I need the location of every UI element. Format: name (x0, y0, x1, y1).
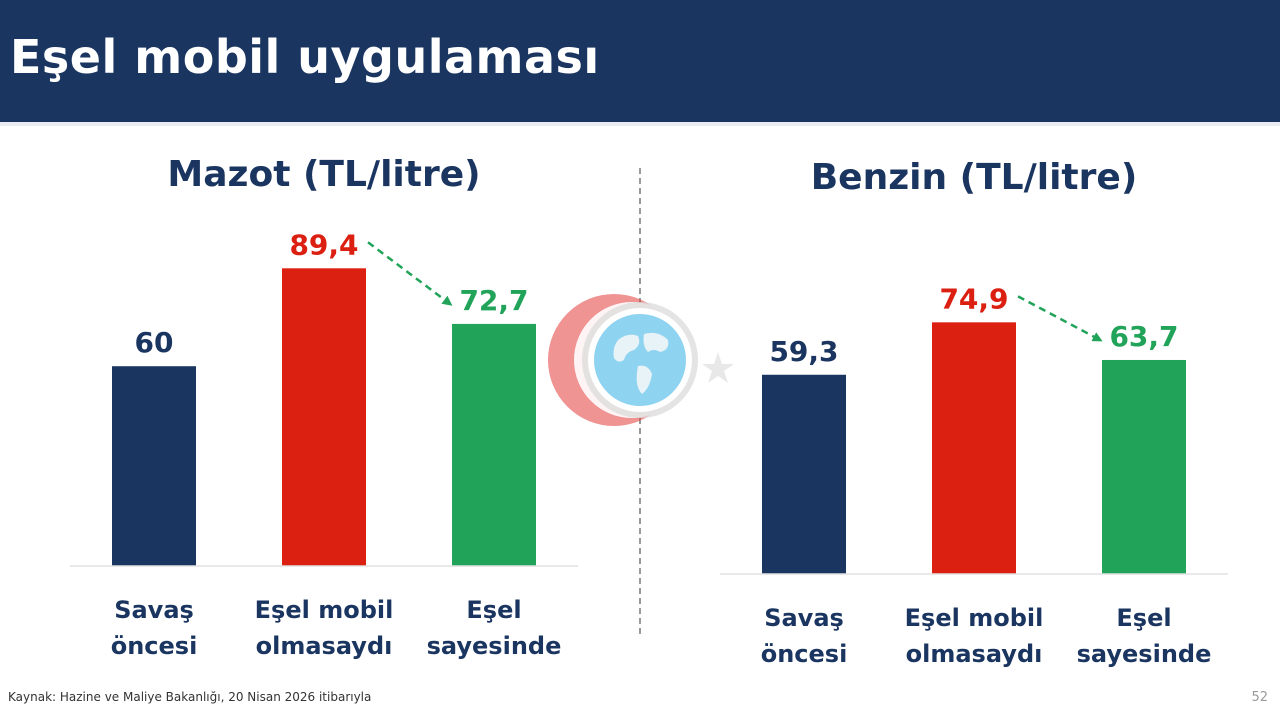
mazot-category-label-2-line-1: Eşel mobil (255, 596, 394, 624)
benzin-category-label-1-line-2: öncesi (761, 640, 848, 668)
header-divider (0, 122, 1280, 126)
source-note: Kaynak: Hazine ve Maliye Bakanlığı, 20 N… (8, 690, 372, 704)
mazot-category-label-3-line-2: sayesinde (427, 632, 562, 660)
benzin-category-label-2-line-2: olmasaydı (906, 640, 1043, 668)
mazot-value-label-1: 60 (135, 326, 174, 359)
benzin-decrease-arrow (1017, 295, 1103, 342)
benzin-bar-2 (932, 322, 1016, 574)
benzin-chart-svg: Benzin (TL/litre) 59,3 Savaş öncesi 74,9 Eşel… (720, 157, 1228, 668)
benzin-category-label-2-line-1: Eşel mobil (905, 604, 1044, 632)
benzin-chart-title: Benzin (TL/litre) (811, 157, 1138, 198)
globe-crescent-star-icon (540, 290, 740, 430)
mazot-category-label-3-line-1: Eşel (466, 596, 521, 624)
mazot-chart: Mazot (TL/litre) 60 Savaş öncesi 89,4 Eşel mo… (60, 128, 600, 688)
benzin-chart: Benzin (TL/litre) 59,3 Savaş öncesi 74,9 Eşel… (710, 128, 1250, 688)
benzin-value-label-2: 74,9 (939, 282, 1008, 315)
benzin-category-label-3-line-1: Eşel (1116, 604, 1171, 632)
mazot-decrease-arrow (367, 241, 453, 306)
benzin-category-label-3-line-2: sayesinde (1077, 640, 1212, 668)
mazot-category-label-2-line-2: olmasaydı (256, 632, 393, 660)
benzin-bar-1 (762, 374, 846, 574)
mazot-bar-3 (452, 323, 536, 566)
mazot-bar-2 (282, 268, 366, 566)
mazot-chart-svg: Mazot (TL/litre) 60 Savaş öncesi 89,4 Eşel mo… (70, 154, 578, 660)
mazot-chart-title: Mazot (TL/litre) (167, 154, 480, 195)
mazot-bar-1 (112, 366, 196, 566)
benzin-value-label-1: 59,3 (769, 335, 838, 368)
benzin-bar-3 (1102, 359, 1186, 574)
benzin-value-label-3: 63,7 (1109, 320, 1178, 353)
mazot-category-label-1-line-1: Savaş (114, 596, 194, 624)
mazot-value-label-3: 72,7 (459, 284, 528, 317)
page-number: 52 (1251, 690, 1268, 705)
mazot-category-label-1-line-2: öncesi (111, 632, 198, 660)
mazot-value-label-2: 89,4 (289, 228, 358, 261)
page-title: Eşel mobil uygulaması (10, 30, 600, 84)
header-bar: Eşel mobil uygulaması (0, 0, 1280, 122)
benzin-category-label-1-line-1: Savaş (764, 604, 844, 632)
